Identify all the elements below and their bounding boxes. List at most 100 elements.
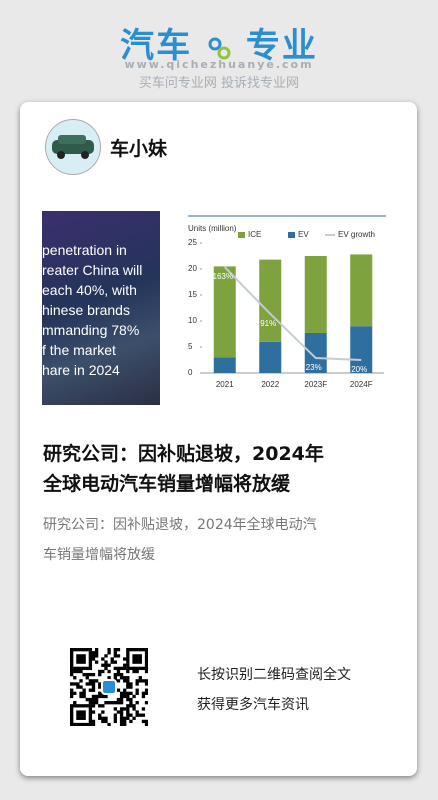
- qr-module: [98, 713, 102, 717]
- qr-module: [129, 682, 133, 686]
- qr-module: [88, 672, 93, 677]
- qr-module: [135, 713, 139, 717]
- qr-module: [119, 707, 124, 711]
- qr-module: [88, 651, 93, 655]
- qr-module: [126, 679, 130, 683]
- qr-module: [126, 697, 130, 702]
- data-label: 20%: [351, 365, 367, 374]
- qr-module: [104, 716, 108, 720]
- legend-swatch: [238, 232, 245, 238]
- legend-label: EV: [298, 230, 309, 239]
- qr-module: [82, 672, 86, 677]
- qr-module: [129, 704, 133, 708]
- qr-module: [79, 713, 83, 717]
- qr-module: [116, 688, 121, 692]
- x-tick-label: 2024F: [350, 380, 373, 389]
- qr-module: [76, 648, 80, 652]
- qr-module: [82, 722, 86, 726]
- qr-module: [79, 666, 83, 671]
- qr-module: [82, 713, 86, 717]
- qr-module: [85, 682, 89, 686]
- qr-module: [104, 701, 108, 705]
- qr-module: [144, 688, 148, 692]
- qr-module: [76, 704, 80, 708]
- qr-module: [73, 682, 77, 686]
- qr-module: [94, 648, 99, 652]
- qr-module: [98, 716, 102, 720]
- qr-module: [79, 660, 83, 664]
- qr-module: [135, 691, 139, 695]
- qr-module: [79, 694, 83, 699]
- qr-module: [82, 660, 86, 664]
- qr-module: [70, 672, 74, 677]
- qr-module: [91, 685, 96, 689]
- logo-icon: [208, 37, 231, 59]
- qr-module: [79, 691, 83, 695]
- qr-module: [123, 663, 127, 667]
- qr-module: [126, 694, 130, 699]
- qr-module: [107, 648, 111, 652]
- qr-module: [119, 719, 124, 724]
- qr-module: [107, 663, 111, 667]
- qr-module: [85, 672, 89, 677]
- chart: Units (million) 0 5 10 15 20 25 ICE EV EV growth…: [188, 215, 386, 389]
- qr-module: [73, 691, 77, 695]
- qr-module: [135, 688, 139, 692]
- qr-module: [123, 716, 127, 720]
- qr-module: [85, 666, 89, 671]
- qr-module: [94, 697, 99, 702]
- qr-logo: [101, 679, 117, 695]
- qr-module: [98, 694, 102, 699]
- qr-module: [132, 657, 136, 661]
- qr-module: [91, 701, 96, 705]
- qr-module: [76, 685, 80, 689]
- qr-module: [73, 704, 77, 708]
- qr-module: [132, 648, 136, 652]
- bar: [259, 341, 282, 373]
- qr-module: [79, 722, 83, 726]
- qr-module: [79, 669, 83, 674]
- qr-module: [113, 654, 117, 658]
- data-label: 91%: [260, 319, 276, 328]
- qr-module: [144, 651, 148, 655]
- footer-line: 长按识别二维码查阅全文: [197, 667, 351, 683]
- qr-module: [101, 669, 105, 674]
- qr-module: [119, 716, 124, 720]
- qr-module: [113, 716, 117, 720]
- qr-module: [116, 697, 121, 702]
- qr-module: [94, 660, 99, 664]
- qr-module: [116, 701, 121, 705]
- qr-module: [113, 666, 117, 671]
- qr-module: [107, 676, 111, 680]
- qr-module: [91, 682, 96, 686]
- qr-module: [76, 682, 80, 686]
- bar: [259, 259, 282, 342]
- qr-module: [141, 694, 146, 699]
- qr-module: [119, 694, 124, 699]
- qr-module: [91, 672, 96, 677]
- qr-module: [141, 719, 146, 724]
- qr-module: [126, 654, 130, 658]
- qr-module: [113, 701, 117, 705]
- qr-module: [101, 694, 105, 699]
- qr-module: [101, 663, 105, 667]
- qr-module: [73, 676, 77, 680]
- qr-module: [119, 710, 124, 714]
- y-tick-label: 25: [188, 238, 197, 247]
- logo-text: 专业: [245, 26, 318, 66]
- qr-module: [113, 672, 117, 677]
- y-axis-label: Units (million): [188, 224, 237, 233]
- qr-module: [82, 666, 86, 671]
- qr-module: [119, 713, 124, 717]
- qr-module: [126, 716, 130, 720]
- qr-module: [88, 666, 93, 671]
- qr-module: [70, 722, 74, 726]
- qr-module: [119, 666, 124, 671]
- qr-module: [135, 660, 139, 664]
- qr-module: [107, 669, 111, 674]
- qr-module: [82, 694, 86, 699]
- qr-module: [132, 654, 136, 658]
- qr-module: [94, 701, 99, 705]
- qr-module: [76, 657, 80, 661]
- qr-module: [119, 676, 124, 680]
